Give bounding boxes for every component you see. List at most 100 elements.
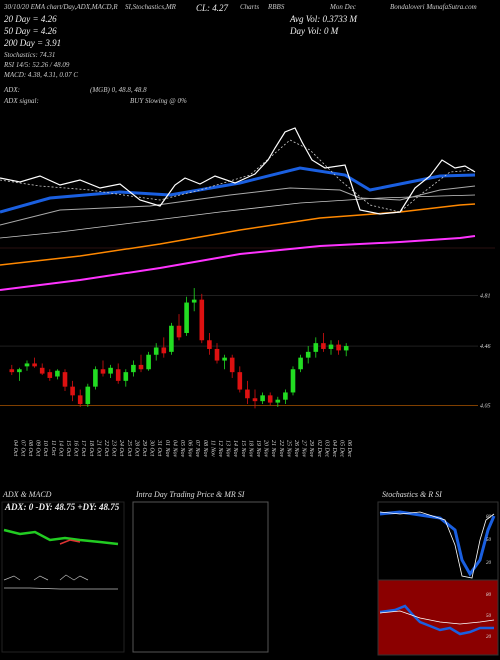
candle-body xyxy=(222,357,227,361)
x-tick-label: 28 Oct xyxy=(133,440,139,456)
candle-body xyxy=(9,369,15,373)
x-tick-label: 07 Oct xyxy=(19,440,25,456)
candle-body xyxy=(161,347,167,354)
stoch-tick: 50 xyxy=(486,538,492,543)
x-tick-label: 01 Nov xyxy=(164,440,170,458)
candle-body xyxy=(176,325,182,338)
x-tick-label: 21 Oct xyxy=(95,440,101,456)
stat: 50 Day = 4.26 xyxy=(4,26,57,36)
candle-body xyxy=(153,347,159,355)
candle-body xyxy=(47,372,53,378)
stoch-panel: Stochastics & R SI 80 50 20 80 50 20 xyxy=(377,490,499,656)
stat: (MGB) 0, 48.8, 48.8 xyxy=(90,86,147,94)
y-tick-label: 4.46 xyxy=(480,343,491,350)
x-tick-label: 22 Nov xyxy=(278,440,284,458)
x-tick-label: 17 Oct xyxy=(80,440,86,456)
y-tick-label: 4.05 xyxy=(480,403,491,410)
price-panel: 4.81 4.46 4.05 04 Oct 07 Oct 08 Oct 09 Oct 10 O… xyxy=(0,288,491,458)
candle-body xyxy=(290,369,296,393)
candle-body xyxy=(131,364,136,373)
candle-body xyxy=(24,363,30,367)
ema-magenta xyxy=(0,235,476,291)
x-tick-label: 04 Nov xyxy=(171,440,178,458)
candle-body xyxy=(237,372,243,390)
x-tick-label: 10 Oct xyxy=(42,440,48,456)
x-tick-label: 09 Oct xyxy=(35,440,41,456)
panel-title: Stochastics & R SI xyxy=(382,490,442,499)
candle-body xyxy=(32,363,37,367)
x-tick-label: 04 Oct xyxy=(12,440,19,456)
stat: Stochastics: 74.31 xyxy=(4,51,55,59)
x-tick-label: 06 Dec xyxy=(346,440,352,457)
intraday-panel: Intra Day Trading Price & MR SI xyxy=(132,490,269,653)
candle-body xyxy=(267,395,273,403)
rsi-tick: 80 xyxy=(486,593,492,598)
candle-body xyxy=(191,299,197,303)
x-tick-label: 23 Oct xyxy=(111,440,117,456)
x-tick-label: 13 Nov xyxy=(225,440,231,458)
x-tick-label: 12 Nov xyxy=(217,440,223,458)
header-text: CL: 4.27 xyxy=(196,3,229,13)
x-tick-label: 14 Nov xyxy=(232,440,239,458)
header-text: Charts xyxy=(240,3,259,11)
candle-body xyxy=(305,351,311,358)
candle-body xyxy=(93,369,98,387)
x-tick-label: 07 Nov xyxy=(194,440,200,458)
stoch-k xyxy=(379,510,496,577)
candle-body xyxy=(260,395,265,402)
candle-body xyxy=(169,325,174,352)
x-tick-label: 04 Dec xyxy=(331,440,338,457)
macd-signal xyxy=(4,587,118,590)
x-tick-label: 05 Dec xyxy=(339,440,345,457)
x-tick-label: 06 Nov xyxy=(187,440,193,458)
x-tick-label: 27 Nov xyxy=(301,440,307,458)
x-tick-label: 31 Oct xyxy=(156,439,162,456)
x-tick-label: 03 Dec xyxy=(323,440,329,457)
rsi-line xyxy=(379,604,494,636)
x-tick-label: 29 Oct xyxy=(141,440,147,456)
x-tick-label: 14 Oct xyxy=(57,440,64,456)
x-tick-label: 08 Nov xyxy=(202,440,208,458)
candle-body xyxy=(207,340,212,349)
x-tick-label: 08 Oct xyxy=(27,440,33,456)
stoch-tick: 80 xyxy=(486,515,492,520)
adx-minus xyxy=(59,539,81,545)
x-tick-label: 11 Oct xyxy=(50,440,56,456)
x-tick-label: 18 Nov xyxy=(247,440,253,458)
header: 30/10/20 EMA chart/Day,ADX,MACD,R SI,Sto… xyxy=(3,3,477,105)
stat: MACD: 4.38, 4.31, 0.07 C xyxy=(3,71,78,79)
x-tick-label: 19 Nov xyxy=(255,440,261,458)
stoch-d xyxy=(379,511,495,579)
header-text: Bondaloveri MunafaSutra.com xyxy=(390,3,477,11)
header-text: 30/10/20 EMA chart/Day,ADX,MACD,R xyxy=(3,3,118,11)
candle-body xyxy=(70,386,75,396)
ma-panel xyxy=(0,127,495,291)
candle-body xyxy=(62,372,68,387)
candle-body xyxy=(39,367,45,374)
panel-frame xyxy=(377,501,499,581)
x-tick-label: 15 Nov xyxy=(240,440,246,458)
x-tick-label: 15 Oct xyxy=(65,440,71,456)
candle-body xyxy=(245,389,250,399)
candle-body xyxy=(77,395,83,405)
candle-body xyxy=(17,369,22,373)
x-tick-label: 18 Oct xyxy=(88,440,94,456)
candle-body xyxy=(146,354,151,370)
candle-body xyxy=(298,357,303,370)
stat: 20 Day = 4.26 xyxy=(4,14,57,24)
x-tick-label: 26 Nov xyxy=(293,440,299,458)
candle-body xyxy=(138,364,144,370)
x-tick-label: 21 Nov xyxy=(270,440,276,458)
stat: ADX signal: xyxy=(3,97,39,105)
stat: 200 Day = 3.91 xyxy=(4,38,61,48)
candle-body xyxy=(336,344,341,351)
stat: Avg Vol: 0.3733 M xyxy=(289,14,357,24)
candle-body xyxy=(100,369,106,374)
candle-body xyxy=(321,343,326,349)
stat: BUY Slowing @ 0% xyxy=(130,97,187,105)
candle-body xyxy=(343,346,349,351)
x-tick-label: 20 Nov xyxy=(263,440,269,458)
x-tick-label: 24 Oct xyxy=(118,440,125,456)
stat: RSI 14/5: 52.26 / 48.09 xyxy=(3,61,70,69)
